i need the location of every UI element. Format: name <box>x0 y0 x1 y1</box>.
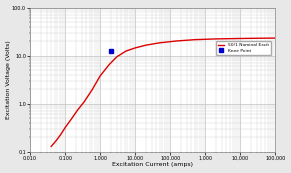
50/1 Nominal Excit <box>124 50 128 52</box>
50/1 Nominal Excit <box>98 75 102 77</box>
50/1 Nominal Excit <box>214 38 218 40</box>
50/1 Nominal Excit <box>75 110 79 112</box>
Y-axis label: Excitation Voltage (Volts): Excitation Voltage (Volts) <box>6 40 10 119</box>
50/1 Nominal Excit <box>115 56 119 58</box>
50/1 Nominal Excit <box>70 118 73 120</box>
Legend: 50/1 Nominal Excit, Knee Point: 50/1 Nominal Excit, Knee Point <box>216 41 271 55</box>
50/1 Nominal Excit <box>91 88 94 90</box>
X-axis label: Excitation Current (amps): Excitation Current (amps) <box>112 162 193 167</box>
Line: 50/1 Nominal Excit: 50/1 Nominal Excit <box>51 38 275 146</box>
50/1 Nominal Excit <box>158 42 162 44</box>
50/1 Nominal Excit <box>54 140 58 142</box>
50/1 Nominal Excit <box>255 37 259 39</box>
50/1 Nominal Excit <box>134 47 137 49</box>
50/1 Nominal Excit <box>59 133 63 135</box>
50/1 Nominal Excit <box>175 40 178 42</box>
50/1 Nominal Excit <box>107 64 111 66</box>
50/1 Nominal Excit <box>144 44 148 46</box>
50/1 Nominal Excit <box>63 126 67 129</box>
50/1 Nominal Excit <box>49 145 53 147</box>
50/1 Nominal Excit <box>235 38 239 40</box>
50/1 Nominal Excit <box>274 37 277 39</box>
50/1 Nominal Excit <box>82 101 86 103</box>
50/1 Nominal Excit <box>193 39 196 41</box>
